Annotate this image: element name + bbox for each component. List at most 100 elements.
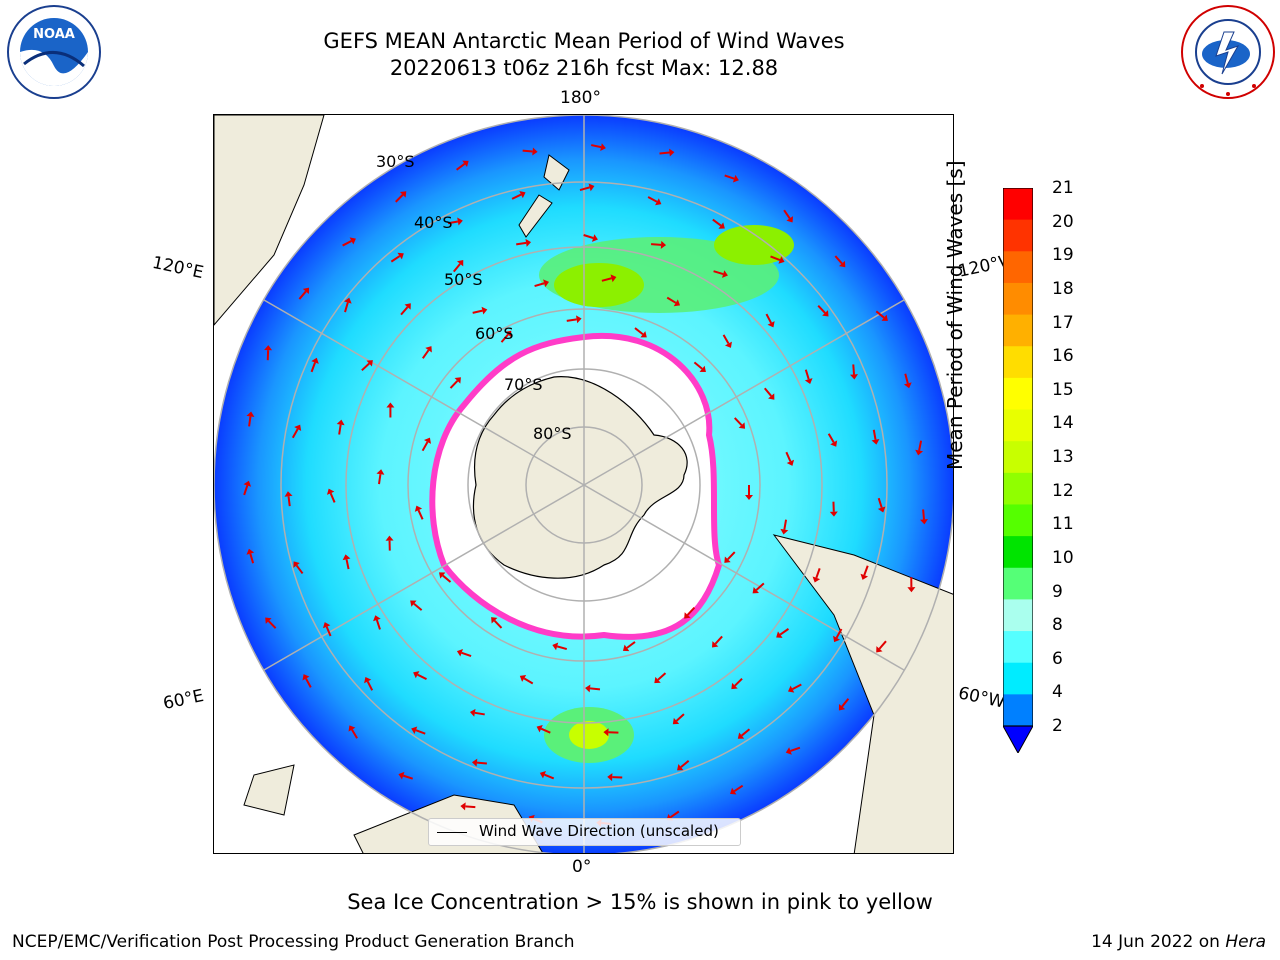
wind-arrow-head: [833, 635, 841, 643]
wind-arrow-shaft: [878, 640, 887, 650]
wind-arrow-head: [456, 259, 464, 267]
wind-arrow-shaft: [402, 774, 414, 780]
wind-arrow-head: [732, 174, 739, 183]
wind-arrow-head: [829, 511, 838, 517]
footer-date-text: 14 Jun 2022 on: [1091, 932, 1226, 952]
chart-title: GEFS MEAN Antarctic Mean Period of Wind …: [323, 29, 845, 53]
wind-arrow-shaft: [733, 784, 744, 792]
wind-arrow-shaft: [338, 424, 342, 435]
colorbar-tick-label: 9: [1052, 581, 1063, 602]
colorbar-tick-label: 6: [1052, 648, 1063, 669]
wind-arrow-shaft: [378, 474, 382, 485]
colorbar-cell: [1003, 251, 1033, 284]
wind-arrow-head: [877, 506, 886, 513]
wind-arrow-head: [788, 685, 795, 693]
wind-arrow-head: [536, 725, 543, 733]
wind-arrow-shaft: [449, 380, 459, 389]
wind-arrow-shaft: [770, 255, 781, 261]
wind-arrow-head: [504, 330, 512, 338]
wind-arrow-head: [462, 160, 469, 168]
wind-arrow-shaft: [713, 270, 724, 276]
wind-arrow-head: [838, 704, 846, 711]
wind-arrow-head: [724, 341, 732, 348]
wind-arrow-head: [399, 191, 407, 198]
wind-arrow-shaft: [583, 234, 594, 239]
colorbar-tick-label: 10: [1052, 547, 1074, 568]
lat-label-50s: 50°S: [444, 270, 483, 289]
footer-host: Hera: [1225, 932, 1266, 952]
wind-arrow-head: [684, 612, 691, 619]
wind-arrow-head: [311, 357, 319, 364]
wind-arrow-shaft: [714, 635, 723, 645]
wind-arrow-head: [411, 726, 418, 734]
wind-arrow-head: [603, 728, 609, 737]
wind-arrow-shaft: [453, 263, 461, 273]
wind-arrow-head: [469, 708, 476, 717]
wind-arrow-shaft: [249, 553, 255, 564]
wind-arrow-shaft: [922, 509, 925, 520]
wind-arrow-shaft: [417, 509, 424, 520]
wind-arrow-head: [343, 297, 352, 304]
wind-arrow-shaft: [476, 761, 487, 765]
wind-arrow-shaft: [310, 362, 316, 373]
wind-arrow-shaft: [534, 282, 545, 288]
wind-arrow-head: [610, 274, 617, 283]
wind-arrow-shaft: [741, 728, 751, 737]
wind-arrow-head: [780, 528, 789, 535]
wind-arrow-shaft: [248, 416, 252, 427]
lat-label-30s: 30°S: [376, 152, 415, 171]
wind-arrow-head: [737, 732, 745, 739]
wind-arrow-head: [673, 299, 681, 307]
wind-arrow-shaft: [863, 565, 869, 576]
wind-arrow-head: [588, 183, 595, 192]
lat-label-60s: 60°S: [475, 324, 514, 343]
wind-arrow-shaft: [442, 574, 452, 583]
wind-arrow-head: [660, 240, 667, 249]
wind-arrow-shaft: [815, 568, 821, 579]
noaa-logo-text: NOAA: [33, 27, 75, 42]
wind-arrow-shaft: [872, 429, 877, 440]
wind-arrow-shaft: [351, 729, 358, 739]
wind-arrow-shaft: [523, 677, 534, 685]
colorbar-tick-label: 15: [1052, 379, 1074, 400]
wind-arrow-head: [264, 345, 273, 351]
wind-arrow-shaft: [675, 713, 685, 722]
wind-arrow-shaft: [400, 306, 409, 316]
wind-arrow-shaft: [267, 620, 277, 629]
wind-arrow-head: [404, 303, 411, 310]
wind-arrow-shaft: [461, 651, 472, 658]
wind-arrow-head: [284, 491, 293, 497]
wind-arrow-head: [850, 374, 859, 380]
chart-subtitle: 20220613 t06z 216h fcst Max: 12.88: [389, 56, 779, 80]
wind-arrow-shaft: [472, 309, 483, 314]
wind-arrow-shaft: [904, 373, 909, 384]
wind-arrow-head: [776, 631, 783, 638]
wind-arrow-head: [903, 382, 912, 389]
wind-arrow-head: [456, 649, 463, 657]
map-canvas[interactable]: [214, 115, 954, 854]
wind-arrow-shaft: [651, 243, 662, 246]
wind-arrow-shaft: [918, 440, 923, 451]
colorbar-tick-label: 13: [1052, 447, 1074, 467]
wind-arrow-head: [539, 771, 546, 779]
wind-arrow-shaft: [493, 620, 503, 629]
wind-arrow-head: [591, 234, 598, 242]
wind-arrow-shaft: [875, 310, 885, 319]
wind-arrow-head: [768, 393, 775, 400]
wind-arrow-shaft: [287, 496, 291, 507]
wind-arrow-head: [246, 548, 255, 555]
wind-arrow-head: [491, 617, 498, 624]
wind-arrow-head: [767, 321, 775, 328]
wind-arrow-shaft: [852, 364, 856, 375]
colorbar-cell: [1003, 631, 1033, 664]
colorbar-tick-label: 12: [1052, 480, 1074, 501]
map-panel[interactable]: [213, 114, 954, 854]
wind-arrow-head: [838, 260, 846, 268]
wind-arrow-shaft: [421, 349, 430, 359]
colorbar: [1003, 188, 1033, 753]
wind-arrow-head: [460, 802, 466, 811]
wind-arrow-head: [871, 438, 880, 445]
wind-arrow-shaft: [500, 333, 509, 343]
wind-arrow-shaft: [817, 304, 826, 314]
wind-arrow-head: [336, 419, 345, 426]
